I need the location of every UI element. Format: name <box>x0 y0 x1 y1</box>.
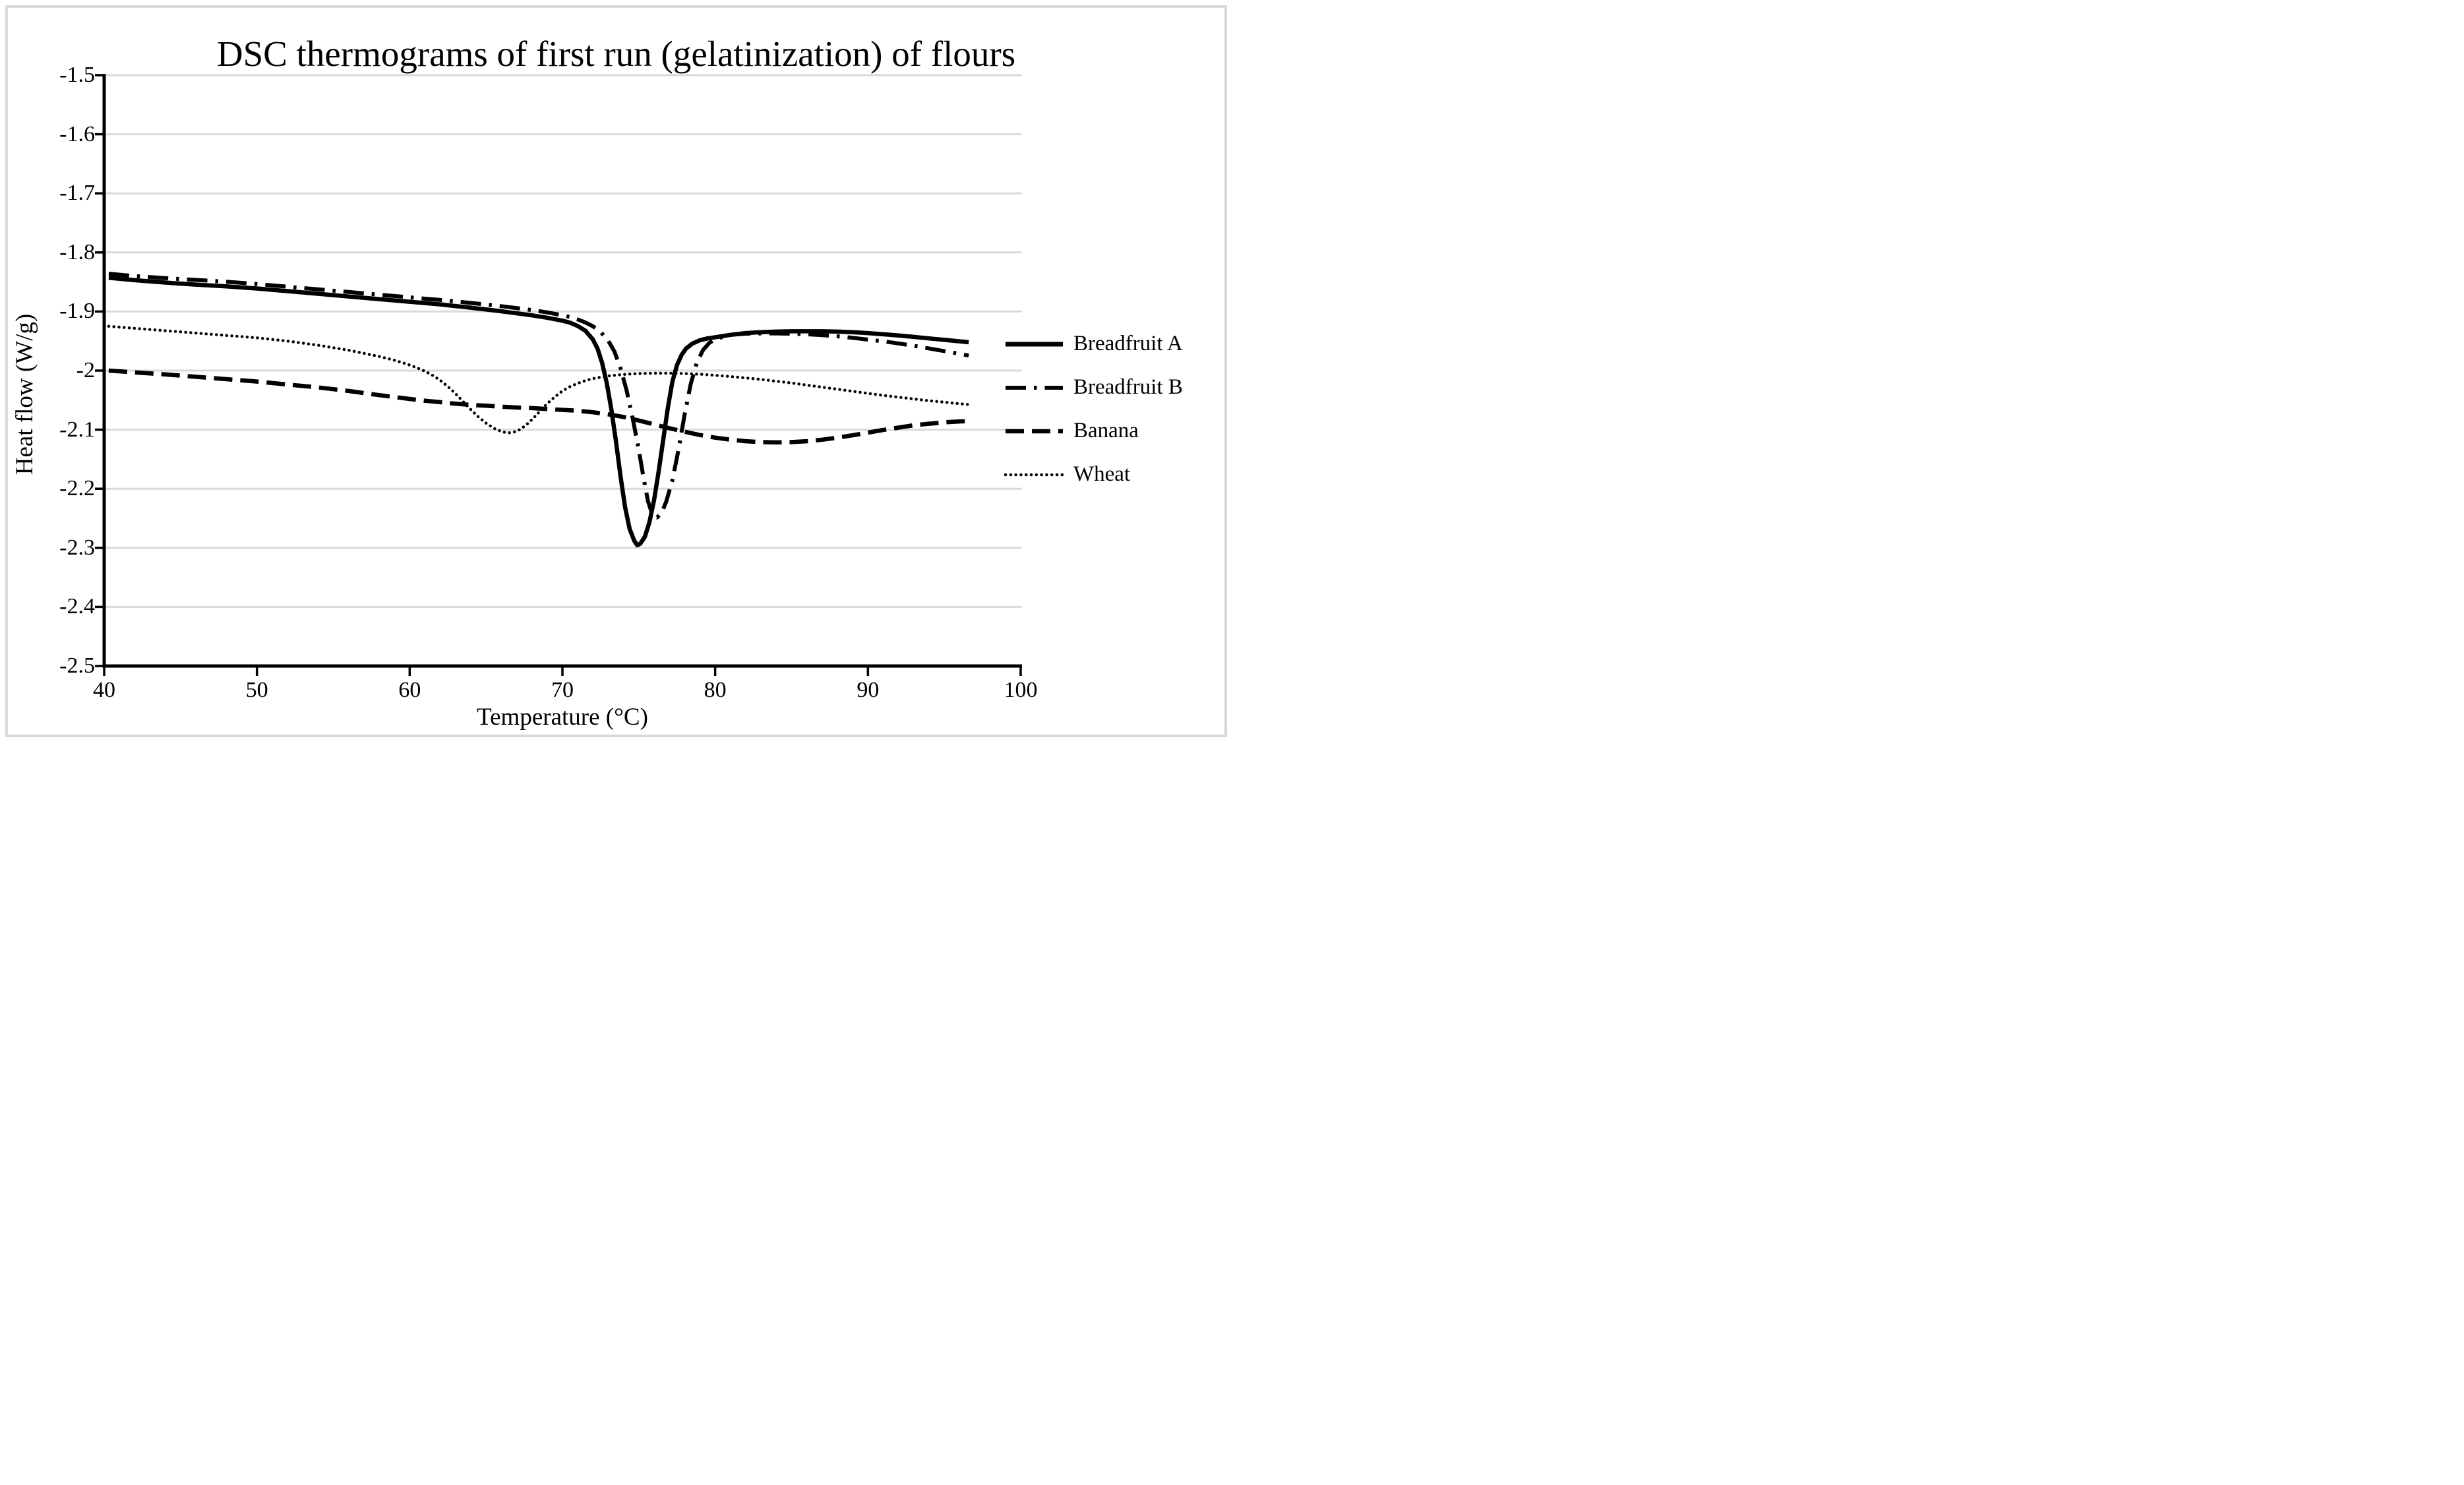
x-tick-label: 40 <box>93 678 115 702</box>
chart-title: DSC thermograms of first run (gelatiniza… <box>216 34 1016 74</box>
x-axis-label: Temperature (°C) <box>477 704 648 731</box>
dsc-thermogram-chart: DSC thermograms of first run (gelatiniza… <box>0 0 1232 742</box>
y-tick-label: -2.2 <box>59 476 95 501</box>
x-tick-label: 70 <box>551 678 574 702</box>
curve-wheat <box>107 324 971 435</box>
legend-label-breadfruit-a: Breadfruit A <box>1073 332 1183 355</box>
y-tick-label: -1.8 <box>59 239 95 264</box>
y-tick-label: -1.9 <box>59 299 95 324</box>
y-tick-label: -2 <box>76 358 95 382</box>
x-tick-label: 80 <box>704 678 727 702</box>
x-tick-label: 60 <box>398 678 421 702</box>
x-tick-label: 100 <box>1004 678 1038 702</box>
curve-breadfruit-a <box>108 276 969 548</box>
y-tick-label: -2.1 <box>59 417 95 442</box>
legend-label-banana: Banana <box>1073 419 1139 442</box>
curve-banana <box>108 368 969 445</box>
y-tick-label: -1.5 <box>59 63 95 87</box>
x-tick-label: 50 <box>245 678 268 702</box>
legend-label-wheat: Wheat <box>1073 462 1131 486</box>
legend-label-breadfruit-b: Breadfruit B <box>1073 375 1183 399</box>
plot-canvas <box>95 74 1065 676</box>
y-tick-label: -2.4 <box>59 594 95 619</box>
curve-breadfruit-b <box>108 272 969 520</box>
y-tick-label: -2.3 <box>59 535 95 560</box>
y-tick-label: -1.7 <box>59 181 95 206</box>
y-tick-label: -2.5 <box>59 653 95 678</box>
y-tick-label: -1.6 <box>59 121 95 146</box>
x-tick-label: 90 <box>856 678 880 702</box>
